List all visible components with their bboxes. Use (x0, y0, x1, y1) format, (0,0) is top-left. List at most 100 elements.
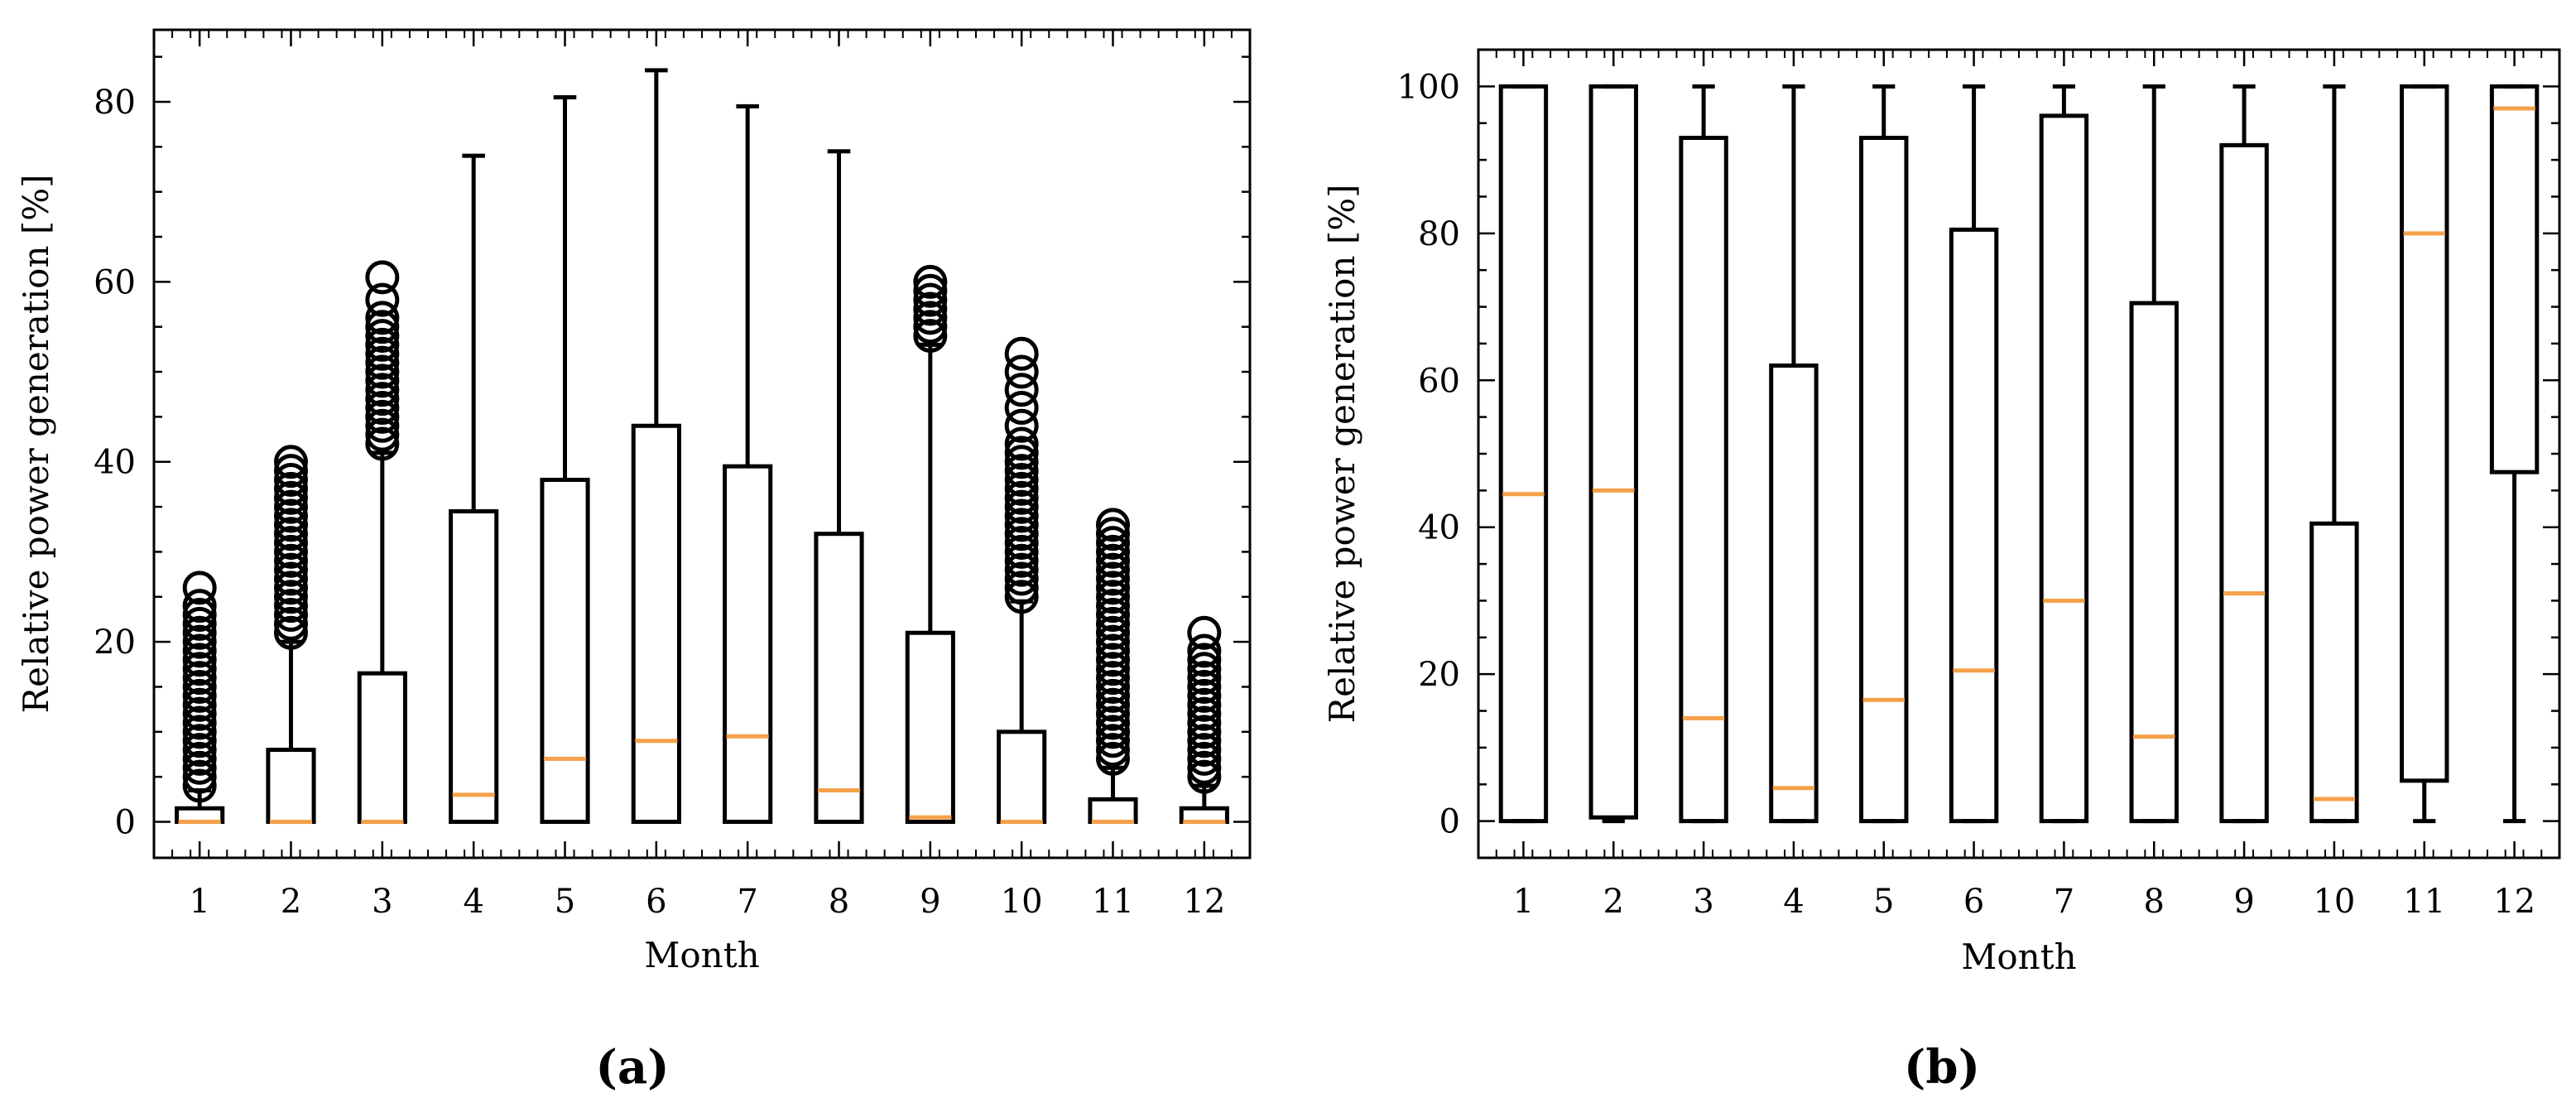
chart-a-flier (182, 733, 217, 768)
chart-b-xtick-label: 1 (1513, 883, 1534, 921)
chart-b-xtick-label: 9 (2233, 883, 2254, 921)
chart-b-iqr-box (1679, 135, 1728, 824)
chart-a-box-month-6 (631, 68, 681, 825)
chart-b-box-month-10 (2309, 84, 2359, 824)
chart-a-flier (1004, 471, 1039, 506)
chart-a-flier (274, 534, 308, 569)
chart-b-box-month-11 (2400, 84, 2449, 824)
chart-a-flier (182, 768, 217, 803)
chart-b-xtick-label: 7 (2054, 883, 2074, 921)
chart-a-flier (182, 724, 217, 758)
chart-b-iqr-box (2489, 84, 2540, 474)
chart-a-flier (1004, 517, 1039, 551)
chart-a-flier (365, 391, 400, 426)
chart-a-flier (1096, 715, 1130, 749)
chart-b-xtick-label: 10 (2313, 883, 2355, 921)
chart-a-flier (182, 589, 217, 623)
chart-a-ylabel: Relative power generation [%] (16, 174, 56, 713)
chart-a-flier (274, 480, 308, 515)
chart-a-flier (1096, 733, 1130, 768)
chart-a-flier (1096, 678, 1130, 713)
chart-a-flier (1187, 696, 1222, 731)
chart-a-flier (274, 454, 308, 489)
chart-a-iqr-box (997, 729, 1047, 825)
chart-a-flier (182, 661, 217, 696)
chart-a-box-month-2 (266, 445, 316, 825)
chart-b-xtick-label: 2 (1603, 883, 1624, 921)
chart-a-flier (274, 489, 308, 524)
chart-a-flier (1096, 526, 1130, 561)
chart-a-ytick-label: 20 (94, 623, 136, 662)
chart-b-xtick-label: 4 (1783, 883, 1804, 921)
chart-b-ytick-label: 60 (1418, 362, 1460, 400)
chart-a-flier (182, 652, 217, 686)
chart-a-flier (182, 741, 217, 776)
chart-a-flier (365, 301, 400, 335)
chart-a-flier (365, 426, 400, 461)
chart-a-box-month-3 (357, 260, 407, 825)
chart-a-flier (274, 543, 308, 578)
chart-a-flier (1004, 498, 1039, 533)
chart-a-iqr-box (449, 509, 499, 825)
chart-a-flier (1096, 696, 1130, 731)
chart-b-box-month-1 (1498, 84, 1549, 824)
chart-a-flier (1004, 373, 1039, 407)
chart-a-box-month-4 (449, 153, 499, 825)
chart-a-iqr-box (540, 477, 590, 825)
chart-b-box-month-3 (1679, 84, 1728, 824)
chart-a-flier (1004, 552, 1039, 587)
chart-a-flier (1187, 633, 1222, 668)
chart-b-iqr-box (2129, 301, 2179, 824)
chart-a-flier (274, 615, 308, 650)
chart-a-flier (913, 273, 948, 308)
chart-a-flier (182, 606, 217, 641)
chart-a-flier (913, 310, 948, 344)
chart-a-flier (182, 696, 217, 731)
chart-a-flier (1096, 724, 1130, 758)
chart-a-flier (274, 508, 308, 542)
chart-b-iqr-box (1769, 364, 1819, 824)
chart-a-flier (1004, 336, 1039, 371)
chart-a-flier (274, 526, 308, 561)
panel-b-label: (b) (1904, 1040, 1980, 1095)
chart-a-iqr-box (266, 748, 316, 825)
chart-b-box-month-4 (1769, 84, 1819, 824)
chart-b-box-month-6 (1949, 84, 1999, 824)
chart-a-flier (274, 552, 308, 587)
chart-a-flier (1004, 436, 1039, 470)
chart-a-flier (1187, 715, 1222, 749)
chart-a-flier (365, 282, 400, 317)
chart-a-flier (1096, 624, 1130, 659)
panel-a-label: (a) (595, 1040, 669, 1095)
chart-a-flier (274, 462, 308, 497)
chart-a-flier (182, 598, 217, 633)
chart-b-xtick-label: 8 (2144, 883, 2165, 921)
chart-a-flier (1096, 741, 1130, 776)
chart-a-flier (1096, 552, 1130, 587)
chart-a-flier (1004, 462, 1039, 497)
chart-a-flier (1004, 445, 1039, 479)
chart-a-xtick-label: 10 (1001, 883, 1043, 921)
chart-a-flier (1004, 489, 1039, 524)
chart-b-xtick-label: 12 (2493, 883, 2535, 921)
chart-a-flier (365, 399, 400, 434)
chart-a-xtick-label: 11 (1092, 883, 1134, 921)
chart-b-iqr-box (1859, 135, 1909, 824)
chart-a-flier (182, 571, 217, 605)
chart-a-flier (365, 373, 400, 407)
chart-a-flier (182, 759, 217, 794)
chart-a-flier (1187, 615, 1222, 650)
chart-a-flier (365, 417, 400, 452)
chart-a-iqr-box (631, 423, 681, 825)
chart-a-flier (1187, 652, 1222, 686)
chart-a-flier (274, 571, 308, 605)
chart-a-flier (365, 382, 400, 416)
chart-a-xtick-label: 3 (372, 883, 392, 921)
chart-a-flier (1004, 480, 1039, 515)
chart-a-flier (1096, 606, 1130, 641)
chart-a-flier (1096, 517, 1130, 551)
chart-a-flier (1096, 643, 1130, 677)
chart-a-flier (274, 606, 308, 641)
